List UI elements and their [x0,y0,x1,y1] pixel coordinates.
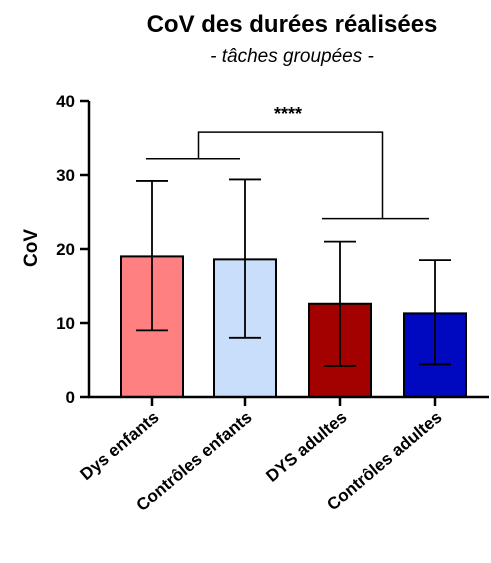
y-tick-label-1: 10 [56,314,75,333]
x-tick-label-2: DYS adultes [262,408,350,486]
y-tick-label-3: 30 [56,166,75,185]
x-tick-label-0: Dys enfants [77,408,163,485]
significance-label: **** [274,104,302,124]
bars-group [120,255,467,399]
error-bars-group [136,178,451,367]
y-tick-label-4: 40 [56,92,75,111]
y-tick-label-2: 20 [56,240,75,259]
bracket-connector [197,131,384,219]
y-tick-label-0: 0 [66,388,75,407]
significance-bracket-group: **** [146,104,429,220]
chart-title: CoV des durées réalisées [147,11,438,38]
chart-subtitle: - tâches groupées - [210,46,374,67]
y-axis-label: CoV [21,229,42,267]
